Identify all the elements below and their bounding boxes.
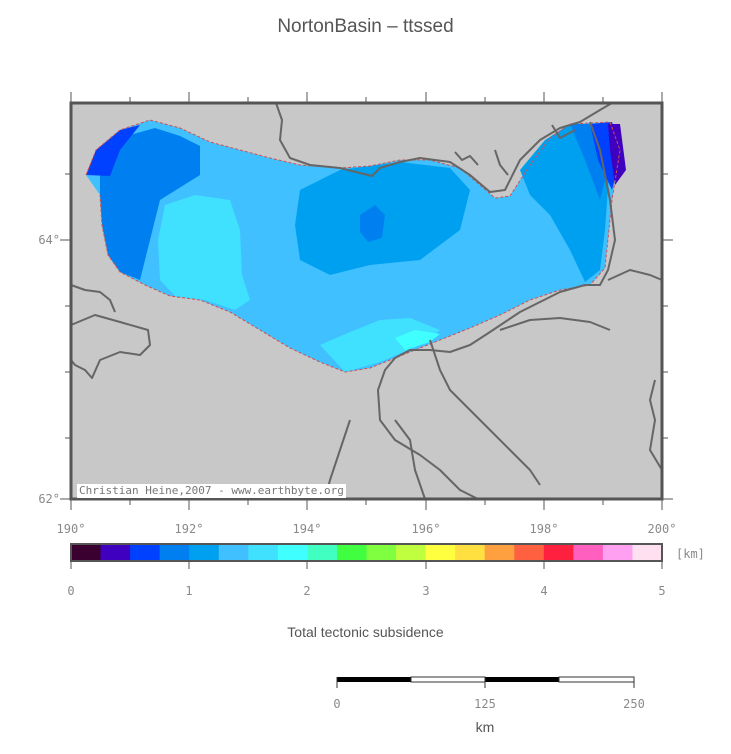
scalebar-unit: km <box>475 719 495 735</box>
colorbar-swatch <box>366 544 397 561</box>
colorbar-swatch <box>277 544 308 561</box>
colorbar-swatch <box>573 544 604 561</box>
colorbar-swatch <box>632 544 663 561</box>
colorbar-label: 0 <box>67 584 75 598</box>
colorbar-swatch <box>248 544 279 561</box>
colorbar-unit: [km] <box>676 547 705 561</box>
colorbar-swatch <box>159 544 190 561</box>
colorbar-swatch <box>514 544 545 561</box>
colorbar-swatch <box>218 544 249 561</box>
colorbar-label: 1 <box>185 584 193 598</box>
colorbar-swatch <box>71 544 102 561</box>
colorbar-swatch <box>100 544 131 561</box>
x-tick-label: 196° <box>411 522 441 536</box>
colorbar-swatch <box>602 544 633 561</box>
colorbar-label: 5 <box>658 584 666 598</box>
y-tick-label: 62° <box>38 492 60 506</box>
x-tick-label: 194° <box>292 522 322 536</box>
colorbar-swatch <box>484 544 515 561</box>
scale-bar <box>336 676 635 688</box>
scalebar-label: 125 <box>474 697 496 711</box>
x-tick-label: 190° <box>56 522 86 536</box>
map-title: NortonBasin – ttssed <box>277 16 454 37</box>
colorbar-caption: Total tectonic subsidence <box>287 624 444 640</box>
colorbar-swatch <box>336 544 367 561</box>
credit-text: Christian Heine,2007 - www.earthbyte.org <box>77 484 346 498</box>
colorbar-label: 3 <box>422 584 430 598</box>
colorbar <box>70 543 663 569</box>
colorbar-swatch <box>425 544 456 561</box>
axis-ticks <box>60 92 673 510</box>
scalebar-label: 0 <box>333 697 341 711</box>
y-tick-label: 64° <box>38 233 60 247</box>
colorbar-swatch <box>543 544 574 561</box>
colorbar-swatch <box>396 544 427 561</box>
scalebar-label: 250 <box>623 697 645 711</box>
x-tick-label: 200° <box>647 522 677 536</box>
x-tick-label: 198° <box>529 522 559 536</box>
colorbar-label: 2 <box>303 584 311 598</box>
colorbar-swatch <box>130 544 161 561</box>
colorbar-swatch <box>307 544 338 561</box>
colorbar-swatch <box>189 544 220 561</box>
x-tick-label: 192° <box>174 522 204 536</box>
colorbar-label: 4 <box>540 584 548 598</box>
colorbar-swatch <box>455 544 486 561</box>
basin-fill <box>85 119 626 373</box>
